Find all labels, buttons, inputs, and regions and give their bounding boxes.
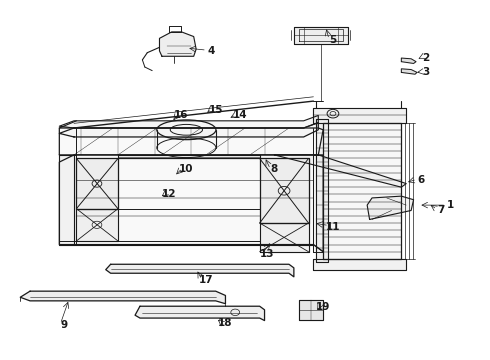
Text: 19: 19 bbox=[316, 302, 330, 312]
Polygon shape bbox=[59, 116, 319, 128]
Polygon shape bbox=[314, 259, 406, 270]
Polygon shape bbox=[159, 32, 196, 56]
Text: 17: 17 bbox=[198, 275, 213, 285]
Polygon shape bbox=[59, 155, 74, 244]
Polygon shape bbox=[59, 155, 76, 241]
Polygon shape bbox=[59, 123, 319, 137]
Polygon shape bbox=[314, 155, 323, 252]
Polygon shape bbox=[323, 123, 401, 259]
Polygon shape bbox=[260, 158, 309, 223]
Text: 4: 4 bbox=[207, 46, 215, 56]
Polygon shape bbox=[260, 223, 309, 252]
Polygon shape bbox=[118, 155, 260, 158]
Text: 9: 9 bbox=[61, 320, 68, 330]
Text: 2: 2 bbox=[422, 53, 429, 63]
Text: 8: 8 bbox=[270, 164, 278, 174]
Polygon shape bbox=[401, 58, 416, 63]
Text: 5: 5 bbox=[329, 35, 337, 45]
Polygon shape bbox=[106, 264, 294, 277]
Polygon shape bbox=[314, 108, 406, 123]
Polygon shape bbox=[294, 27, 347, 44]
Text: 10: 10 bbox=[179, 164, 194, 174]
Polygon shape bbox=[401, 69, 417, 74]
Polygon shape bbox=[316, 119, 328, 262]
Polygon shape bbox=[367, 196, 414, 220]
Text: 15: 15 bbox=[208, 105, 223, 115]
Text: 12: 12 bbox=[162, 189, 176, 199]
Text: 1: 1 bbox=[446, 200, 454, 210]
Text: 3: 3 bbox=[422, 67, 429, 77]
Text: 7: 7 bbox=[437, 206, 444, 216]
Text: 11: 11 bbox=[326, 222, 340, 231]
Polygon shape bbox=[299, 300, 323, 320]
Text: 18: 18 bbox=[218, 319, 233, 328]
Polygon shape bbox=[76, 209, 118, 241]
Polygon shape bbox=[76, 158, 118, 209]
Text: 13: 13 bbox=[260, 248, 274, 258]
Text: 14: 14 bbox=[233, 111, 247, 121]
Polygon shape bbox=[20, 291, 225, 304]
Polygon shape bbox=[135, 306, 265, 320]
Text: 6: 6 bbox=[417, 175, 424, 185]
Polygon shape bbox=[59, 155, 323, 252]
Polygon shape bbox=[59, 128, 323, 155]
Polygon shape bbox=[274, 155, 406, 187]
Text: 16: 16 bbox=[174, 111, 189, 121]
